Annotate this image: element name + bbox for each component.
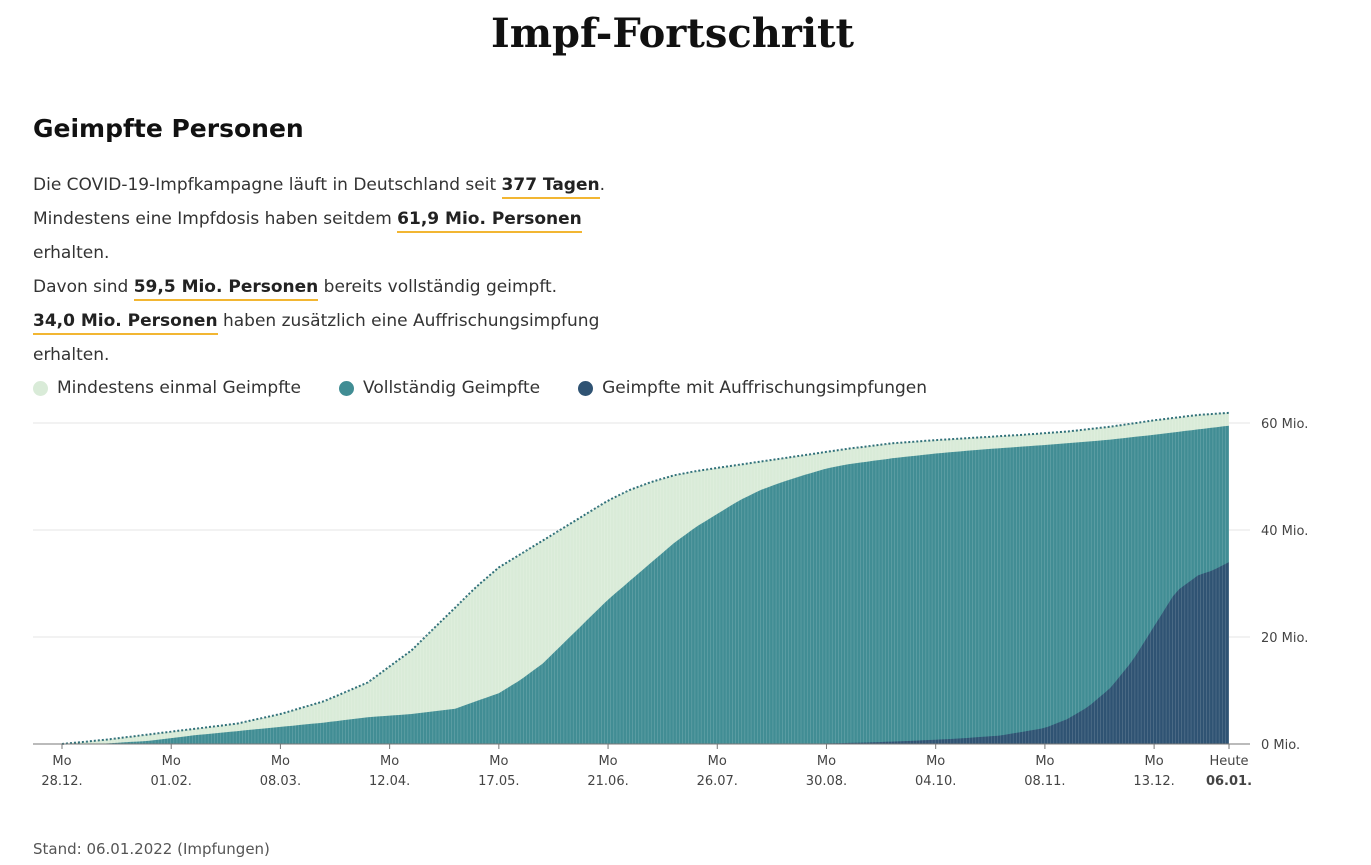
x-tick-date: 26.07. bbox=[697, 774, 738, 789]
daily-bar-texture bbox=[64, 412, 1229, 744]
legend-dot-booster-icon bbox=[578, 380, 594, 396]
x-tick-date: 08.03. bbox=[260, 774, 301, 789]
chart-legend: Mindestens einmal Geimpfte Vollständig G… bbox=[33, 378, 965, 398]
section-title: Geimpfte Personen bbox=[33, 114, 304, 143]
y-tick-label: 0 Mio. bbox=[1261, 738, 1300, 753]
axes: 0 Mio. 20 Mio. 40 Mio. 60 Mio. Mo 28.12. Mo 01.… bbox=[33, 417, 1308, 789]
x-tick-weekday: Heute bbox=[1209, 754, 1248, 769]
legend-item-full: Vollständig Geimpfte bbox=[339, 378, 540, 398]
x-tick-date: 30.08. bbox=[806, 774, 847, 789]
summary-line-first-dose: Mindestens eine Impfdosis haben seitdem … bbox=[33, 202, 653, 270]
x-tick-weekday: Mo bbox=[162, 754, 181, 769]
legend-item-first-dose: Mindestens einmal Geimpfte bbox=[33, 378, 301, 398]
x-tick-weekday: Mo bbox=[380, 754, 399, 769]
days-value: 377 Tagen bbox=[501, 175, 600, 199]
summary-text-part: Die COVID-19-Impfkampagne läuft in Deuts… bbox=[33, 175, 502, 195]
x-tick-weekday: Mo bbox=[926, 754, 945, 769]
vaccination-area-chart: 0 Mio. 20 Mio. 40 Mio. 60 Mio. Mo 28.12. Mo 01.… bbox=[33, 411, 1308, 789]
x-tick-weekday: Mo bbox=[817, 754, 836, 769]
y-tick-label: 60 Mio. bbox=[1261, 417, 1308, 432]
x-tick-date: 28.12. bbox=[41, 774, 82, 789]
x-tick-weekday: Mo bbox=[52, 754, 71, 769]
first-dose-dotted-line bbox=[61, 411, 1230, 745]
x-tick-weekday: Mo bbox=[1145, 754, 1164, 769]
summary-line-end: erhalten. bbox=[33, 345, 110, 365]
area-booster bbox=[62, 562, 1229, 744]
legend-label-full: Vollständig Geimpfte bbox=[363, 378, 541, 398]
summary-line-booster: 34,0 Mio. Personen haben zusätzlich eine… bbox=[33, 304, 653, 338]
x-tick-date: 08.11. bbox=[1024, 774, 1065, 789]
first-dose-value: 61,9 Mio. Personen bbox=[397, 209, 582, 233]
y-tick-label: 20 Mio. bbox=[1261, 631, 1308, 646]
x-tick-weekday: Mo bbox=[489, 754, 508, 769]
x-tick-date: 04.10. bbox=[915, 774, 956, 789]
legend-label-first-dose: Mindestens einmal Geimpfte bbox=[57, 378, 302, 398]
x-tick-date: 17.05. bbox=[478, 774, 519, 789]
area-full-vaccinated bbox=[62, 425, 1229, 744]
summary-text-part: Davon sind bbox=[33, 277, 134, 297]
x-tick-weekday: Mo bbox=[1035, 754, 1054, 769]
page-title: Impf-Fortschritt bbox=[490, 10, 854, 57]
x-tick-weekday: Mo bbox=[598, 754, 617, 769]
booster-value: 34,0 Mio. Personen bbox=[33, 311, 218, 335]
legend-dot-first-dose-icon bbox=[33, 380, 48, 396]
legend-label-booster: Geimpfte mit Auffrischungsimpfungen bbox=[602, 378, 928, 398]
data-source-footer: Stand: 06.01.2022 (Impfungen) bbox=[33, 840, 270, 858]
x-tick-date: 01.02. bbox=[151, 774, 192, 789]
summary-text-part: haben zusätzlich eine Auffrischungsimpfu… bbox=[217, 311, 600, 331]
x-tick-weekday: Mo bbox=[708, 754, 727, 769]
series-areas bbox=[61, 411, 1230, 745]
summary-text: Die COVID-19-Impfkampagne läuft in Deuts… bbox=[33, 168, 653, 372]
summary-line-days: Die COVID-19-Impfkampagne läuft in Deuts… bbox=[33, 168, 653, 202]
x-tick-date: 13.12. bbox=[1133, 774, 1174, 789]
summary-text-part: erhalten. bbox=[33, 243, 110, 263]
x-tick-date: 21.06. bbox=[587, 774, 628, 789]
full-vaccinated-value: 59,5 Mio. Personen bbox=[133, 277, 319, 301]
x-tick-weekday: Mo bbox=[271, 754, 290, 769]
x-tick-date: 06.01. bbox=[1206, 774, 1252, 789]
legend-dot-full-icon bbox=[339, 380, 355, 396]
summary-text-part: Mindestens eine Impfdosis haben seitdem bbox=[33, 209, 398, 229]
summary-text-part: bereits vollständig geimpft. bbox=[318, 277, 558, 297]
summary-text-part: . bbox=[599, 175, 606, 195]
legend-item-booster: Geimpfte mit Auffrischungsimpfungen bbox=[578, 378, 927, 398]
y-tick-label: 40 Mio. bbox=[1261, 524, 1308, 539]
summary-line-full: Davon sind 59,5 Mio. Personen bereits vo… bbox=[33, 270, 653, 304]
x-tick-date: 12.04. bbox=[369, 774, 410, 789]
